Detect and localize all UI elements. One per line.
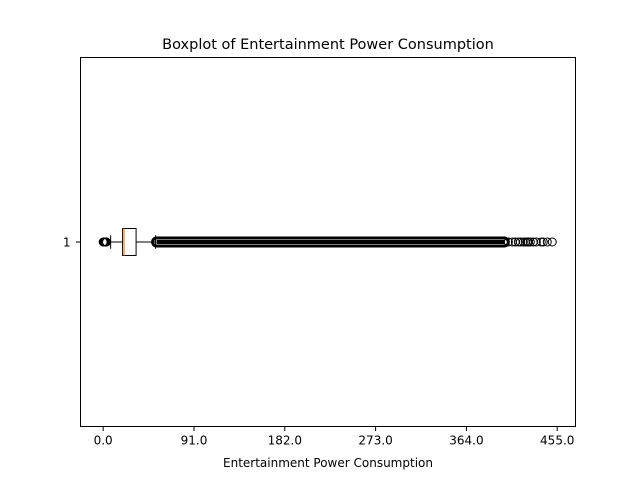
outlier-point bbox=[542, 237, 552, 247]
outlier-point bbox=[503, 237, 513, 247]
x-tick-label: 91.0 bbox=[181, 434, 208, 448]
x-tick-label: 273.0 bbox=[358, 434, 392, 448]
x-axis-label: Entertainment Power Consumption bbox=[223, 456, 433, 470]
plot-frame bbox=[80, 57, 576, 427]
x-tick-label: 182.0 bbox=[268, 434, 302, 448]
x-axis: 0.0 91.0 182.0 273.0 364.0 455.0 bbox=[94, 426, 574, 448]
outlier-point bbox=[538, 237, 548, 247]
outlier-point bbox=[525, 237, 535, 247]
outlier-point bbox=[102, 237, 112, 247]
plot-area bbox=[98, 228, 557, 256]
outlier-point bbox=[531, 237, 541, 247]
x-tick-label: 455.0 bbox=[540, 434, 574, 448]
y-tick-label: 1 bbox=[63, 236, 71, 250]
y-axis: 1 bbox=[63, 236, 81, 250]
iqr-box bbox=[122, 228, 137, 256]
outlier-point bbox=[547, 237, 557, 247]
x-tick-label: 364.0 bbox=[449, 434, 483, 448]
chart-title: Boxplot of Entertainment Power Consumpti… bbox=[162, 37, 494, 53]
x-tick-label: 0.0 bbox=[94, 434, 113, 448]
